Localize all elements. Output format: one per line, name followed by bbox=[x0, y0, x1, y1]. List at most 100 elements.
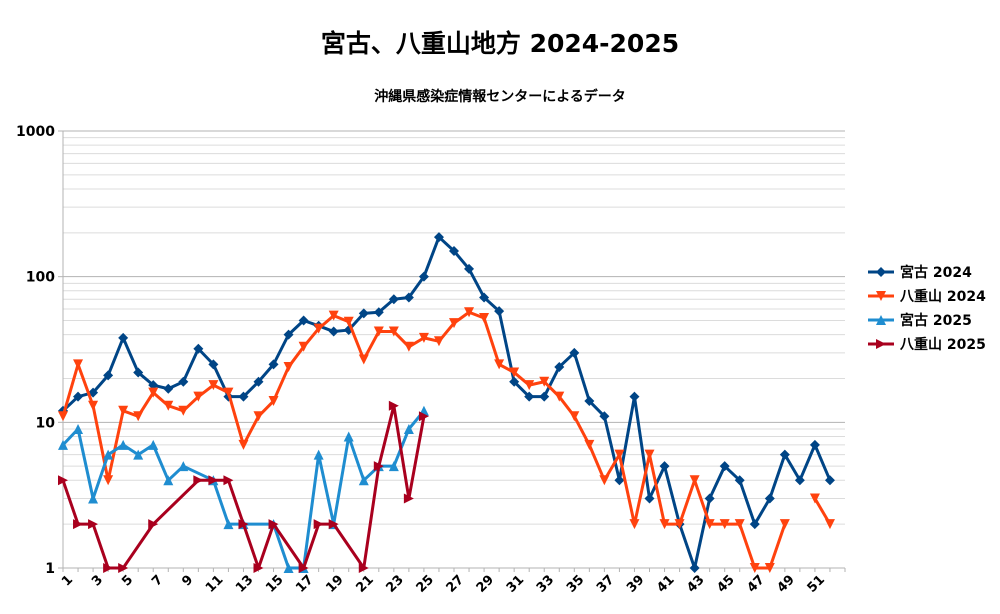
data-point bbox=[689, 475, 700, 486]
x-tick-label: 3 bbox=[89, 572, 106, 589]
data-point bbox=[163, 400, 174, 411]
data-point bbox=[103, 475, 114, 486]
chart-title: 宮古、八重山地方 2024-2025 bbox=[320, 29, 680, 58]
series-2 bbox=[58, 307, 835, 573]
data-point bbox=[644, 493, 655, 504]
data-point bbox=[133, 449, 144, 460]
data-point bbox=[58, 475, 68, 486]
legend-item: 八重山 2025 bbox=[868, 336, 986, 353]
data-point bbox=[163, 475, 174, 486]
data-point bbox=[599, 411, 610, 422]
legend-label: 宮古 2025 bbox=[900, 312, 972, 329]
data-point bbox=[238, 439, 249, 450]
data-point bbox=[403, 493, 414, 504]
x-tick-label: 51 bbox=[805, 572, 828, 595]
data-point bbox=[524, 391, 535, 402]
data-point bbox=[268, 359, 279, 370]
data-point bbox=[103, 563, 114, 573]
x-tick-label: 15 bbox=[263, 572, 286, 595]
x-tick-label: 35 bbox=[564, 572, 587, 595]
data-point bbox=[298, 315, 309, 326]
data-point bbox=[283, 563, 294, 573]
data-point bbox=[569, 411, 580, 422]
data-point bbox=[494, 306, 505, 317]
x-tick-label: 27 bbox=[444, 572, 467, 595]
x-tick-label: 19 bbox=[323, 572, 346, 595]
x-tick-label: 11 bbox=[203, 572, 226, 595]
data-point bbox=[73, 519, 84, 530]
legend: 宮古 2024 八重山 2024 宮古 2025 八重山 2025 bbox=[868, 264, 986, 353]
data-point bbox=[373, 461, 384, 472]
x-tick-label: 45 bbox=[714, 572, 737, 595]
data-point bbox=[764, 563, 775, 573]
data-point bbox=[734, 519, 745, 530]
data-point bbox=[358, 354, 369, 365]
data-point bbox=[719, 519, 730, 530]
data-point bbox=[133, 367, 144, 378]
data-point bbox=[749, 519, 760, 530]
x-tick-label: 47 bbox=[744, 572, 767, 595]
data-point bbox=[148, 387, 159, 398]
data-point bbox=[103, 449, 114, 460]
data-point bbox=[343, 316, 354, 327]
data-point bbox=[268, 396, 279, 407]
data-point bbox=[238, 519, 249, 530]
data-point bbox=[824, 475, 835, 486]
data-point bbox=[148, 519, 159, 530]
data-point bbox=[644, 449, 655, 460]
data-point bbox=[73, 359, 84, 370]
data-point bbox=[824, 519, 835, 530]
data-point bbox=[118, 405, 129, 416]
data-point bbox=[388, 294, 399, 305]
x-tick-label: 13 bbox=[233, 572, 256, 595]
legend-item: 宮古 2024 bbox=[868, 264, 972, 281]
legend-label: 八重山 2024 bbox=[899, 288, 986, 305]
x-tick-label: 29 bbox=[474, 572, 497, 595]
series-line bbox=[61, 235, 832, 570]
data-point bbox=[238, 391, 249, 402]
data-point bbox=[554, 361, 565, 372]
data-point bbox=[118, 439, 129, 450]
data-point bbox=[388, 461, 399, 472]
x-tick-label: 9 bbox=[179, 572, 196, 589]
data-point bbox=[208, 359, 219, 370]
data-point bbox=[704, 519, 715, 530]
data-point bbox=[764, 493, 775, 504]
x-tick-label: 31 bbox=[504, 572, 527, 595]
data-point bbox=[433, 336, 444, 347]
x-tick-label: 37 bbox=[594, 572, 617, 595]
data-point bbox=[223, 519, 234, 530]
data-point bbox=[58, 439, 68, 450]
data-point bbox=[328, 519, 339, 530]
series-4 bbox=[58, 400, 429, 573]
data-point bbox=[148, 439, 159, 450]
data-point bbox=[178, 376, 189, 387]
series-line bbox=[61, 404, 426, 570]
data-point bbox=[403, 423, 414, 434]
data-point bbox=[328, 310, 339, 321]
data-point bbox=[539, 391, 550, 402]
data-point bbox=[809, 439, 820, 450]
data-point bbox=[614, 449, 625, 460]
data-point bbox=[509, 376, 520, 387]
data-point bbox=[418, 332, 429, 343]
y-tick-label: 100 bbox=[26, 270, 55, 286]
data-point bbox=[58, 411, 68, 422]
data-point bbox=[73, 391, 84, 402]
data-point bbox=[539, 376, 550, 387]
series-3 bbox=[58, 405, 429, 573]
data-point bbox=[208, 475, 219, 486]
data-point bbox=[479, 313, 490, 324]
legend-item: 八重山 2024 bbox=[868, 288, 986, 305]
data-point bbox=[599, 475, 610, 486]
data-point bbox=[283, 361, 294, 372]
data-point bbox=[103, 370, 114, 381]
data-point bbox=[373, 326, 384, 337]
data-point bbox=[614, 475, 625, 486]
legend-marker bbox=[876, 315, 886, 325]
data-point bbox=[524, 380, 535, 391]
data-point bbox=[118, 563, 129, 573]
data-point bbox=[343, 431, 354, 442]
data-point bbox=[403, 292, 414, 303]
data-point bbox=[554, 391, 565, 402]
